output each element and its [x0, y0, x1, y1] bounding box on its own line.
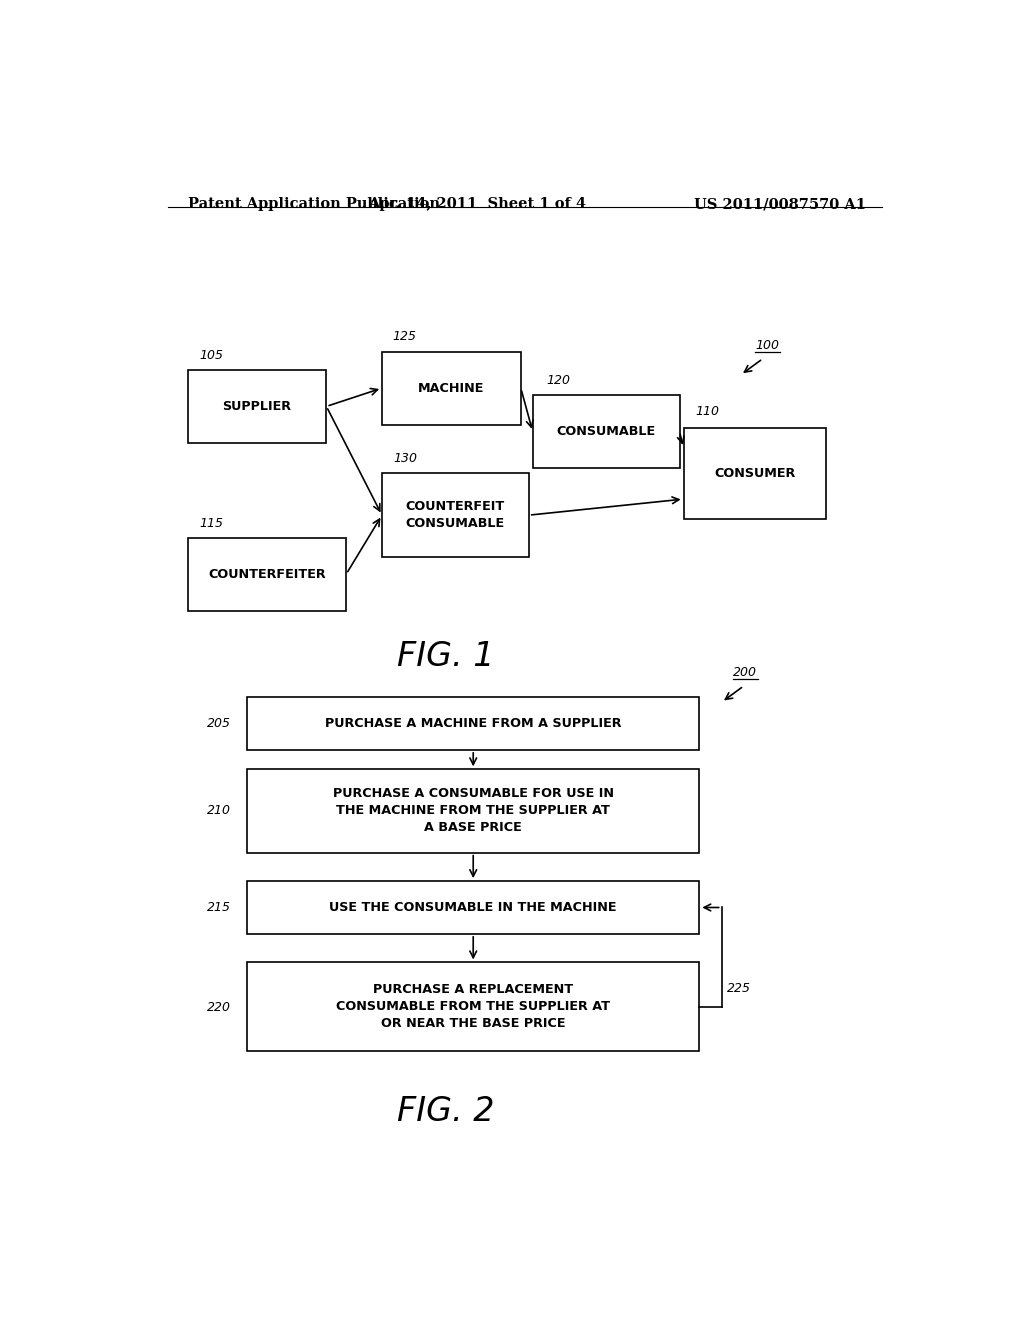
FancyBboxPatch shape: [247, 770, 699, 853]
FancyBboxPatch shape: [187, 370, 327, 444]
Text: 130: 130: [394, 453, 418, 466]
FancyBboxPatch shape: [247, 697, 699, 750]
FancyBboxPatch shape: [247, 880, 699, 935]
Text: 215: 215: [207, 902, 231, 913]
Text: 125: 125: [392, 330, 417, 343]
Text: 210: 210: [207, 804, 231, 817]
Text: 100: 100: [755, 338, 779, 351]
Text: 225: 225: [727, 982, 752, 995]
Text: MACHINE: MACHINE: [418, 381, 484, 395]
Text: 115: 115: [200, 517, 223, 531]
Text: 120: 120: [546, 374, 570, 387]
FancyBboxPatch shape: [187, 537, 346, 611]
Text: PURCHASE A REPLACEMENT
CONSUMABLE FROM THE SUPPLIER AT
OR NEAR THE BASE PRICE: PURCHASE A REPLACEMENT CONSUMABLE FROM T…: [336, 983, 610, 1030]
FancyBboxPatch shape: [247, 962, 699, 1051]
FancyBboxPatch shape: [382, 474, 528, 557]
Text: PURCHASE A MACHINE FROM A SUPPLIER: PURCHASE A MACHINE FROM A SUPPLIER: [325, 717, 622, 730]
Text: 110: 110: [695, 405, 720, 417]
Text: SUPPLIER: SUPPLIER: [222, 400, 292, 413]
Text: PURCHASE A CONSUMABLE FOR USE IN
THE MACHINE FROM THE SUPPLIER AT
A BASE PRICE: PURCHASE A CONSUMABLE FOR USE IN THE MAC…: [333, 788, 613, 834]
Text: COUNTERFEIT
CONSUMABLE: COUNTERFEIT CONSUMABLE: [406, 500, 505, 531]
Text: 220: 220: [207, 1001, 231, 1014]
Text: 205: 205: [207, 717, 231, 730]
Text: CONSUMER: CONSUMER: [715, 467, 796, 480]
Text: USE THE CONSUMABLE IN THE MACHINE: USE THE CONSUMABLE IN THE MACHINE: [330, 902, 617, 913]
Text: CONSUMABLE: CONSUMABLE: [557, 425, 655, 438]
FancyBboxPatch shape: [684, 428, 826, 519]
FancyBboxPatch shape: [382, 351, 521, 425]
Text: 105: 105: [200, 348, 223, 362]
FancyBboxPatch shape: [532, 395, 680, 469]
Text: 200: 200: [733, 665, 757, 678]
Text: US 2011/0087570 A1: US 2011/0087570 A1: [694, 197, 866, 211]
Text: Patent Application Publication: Patent Application Publication: [187, 197, 439, 211]
Text: COUNTERFEITER: COUNTERFEITER: [208, 568, 326, 581]
Text: FIG. 1: FIG. 1: [396, 640, 495, 673]
Text: Apr. 14, 2011  Sheet 1 of 4: Apr. 14, 2011 Sheet 1 of 4: [368, 197, 587, 211]
Text: FIG. 2: FIG. 2: [396, 1096, 495, 1129]
